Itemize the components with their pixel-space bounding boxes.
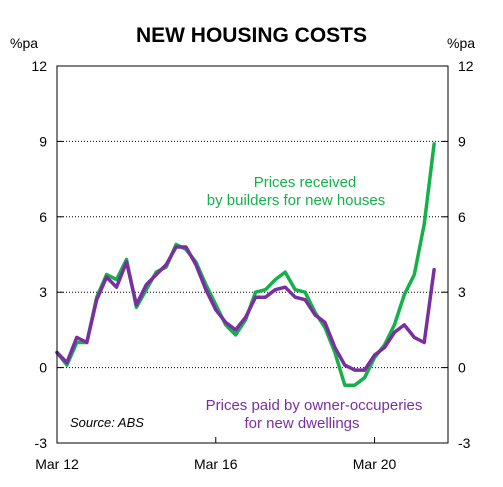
y-unit-right: %pa bbox=[447, 35, 475, 51]
y-unit-left: %pa bbox=[10, 35, 38, 51]
builders-annotation-line1: Prices received bbox=[254, 174, 357, 191]
y-tick-label-left: 9 bbox=[39, 133, 47, 149]
series-line-owner bbox=[55, 245, 436, 372]
y-ticks-right: 12 9 6 3 0 -3 bbox=[442, 58, 474, 451]
x-tick-label: Mar 12 bbox=[35, 456, 79, 472]
x-ticks: Mar 12 Mar 16 Mar 20 bbox=[35, 437, 397, 472]
y-tick-label-right: 0 bbox=[458, 360, 466, 376]
y-tick-label-right: 12 bbox=[458, 58, 474, 74]
x-tick-label: Mar 16 bbox=[194, 456, 238, 472]
owner-annotation-line2: for new dwellings bbox=[244, 415, 359, 432]
y-tick-label-right: 9 bbox=[458, 133, 466, 149]
y-tick-label-right: -3 bbox=[458, 435, 471, 451]
y-tick-label-left: 3 bbox=[39, 284, 47, 300]
y-tick-label-left: 6 bbox=[39, 209, 47, 225]
chart-title: NEW HOUSING COSTS bbox=[136, 24, 367, 47]
y-ticks-left: 12 9 6 3 0 -3 bbox=[31, 58, 63, 451]
series-lines bbox=[55, 142, 436, 387]
y-tick-label-right: 6 bbox=[458, 209, 466, 225]
source-note: Source: ABS bbox=[70, 415, 144, 430]
builders-annotation-line2: by builders for new houses bbox=[207, 192, 385, 209]
y-tick-label-left: -3 bbox=[35, 435, 48, 451]
owner-annotation-line1: Prices paid by owner-occuperies bbox=[206, 397, 423, 414]
x-tick-label: Mar 20 bbox=[353, 456, 397, 472]
gridlines bbox=[57, 140, 448, 369]
plot-frame bbox=[56, 65, 449, 444]
series-line-builders bbox=[55, 142, 436, 387]
y-tick-label-left: 0 bbox=[39, 360, 47, 376]
y-tick-label-right: 3 bbox=[458, 284, 466, 300]
y-tick-label-left: 12 bbox=[31, 58, 47, 74]
